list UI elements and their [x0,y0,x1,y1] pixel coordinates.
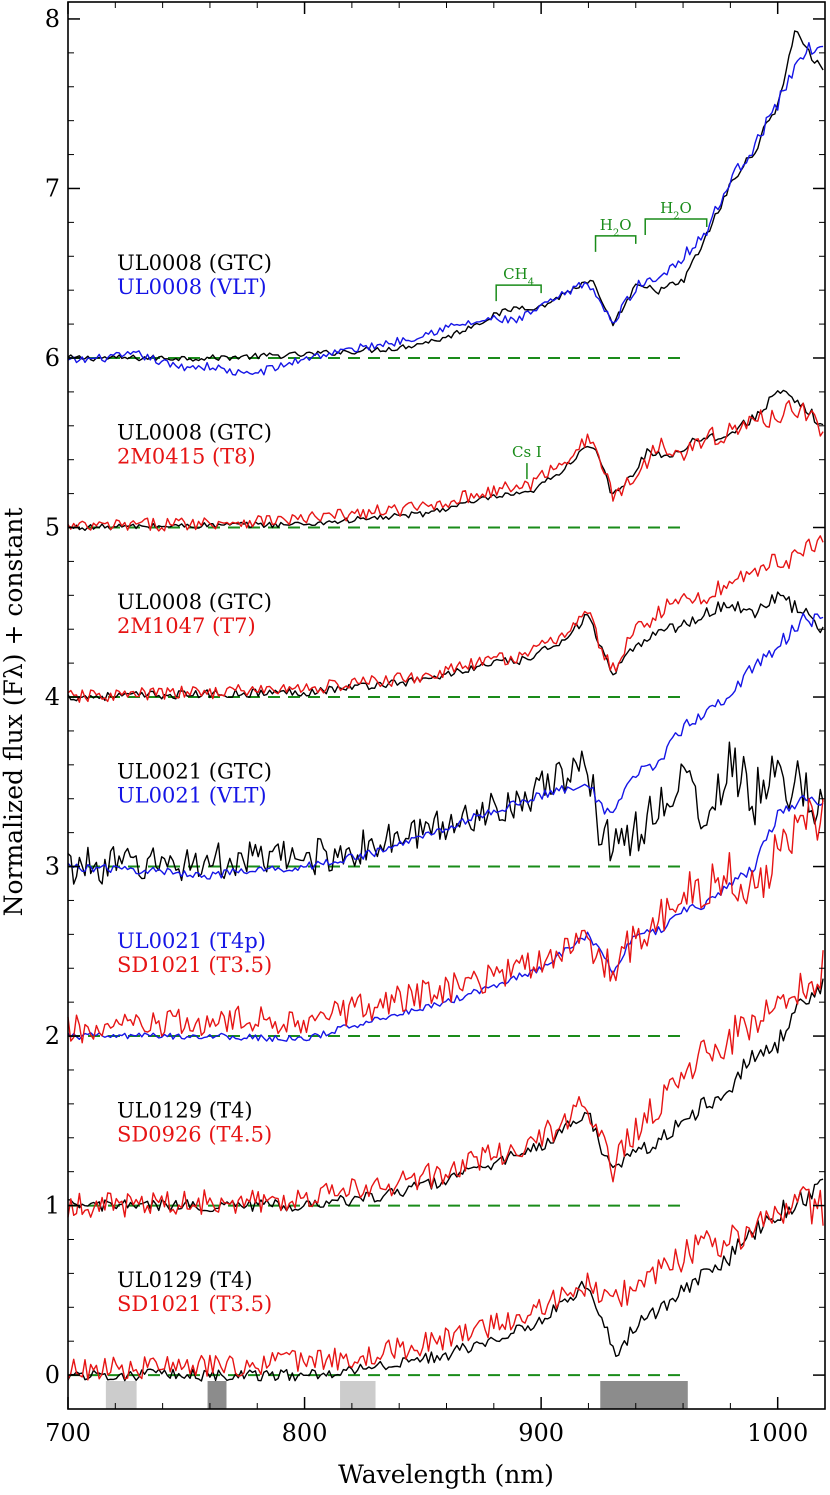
y-tick-label: 3 [45,853,60,881]
annotation-label: H2O [600,216,632,239]
y-tick-label: 5 [45,514,60,542]
annotation-label: CH4 [503,265,534,288]
annotation-bracket [594,235,637,252]
annotation-3: Cs I [512,443,542,480]
series-line-9 [67,797,824,1044]
reference-lines [68,356,688,1377]
y-tick-label: 6 [45,344,60,372]
y-tick-label: 7 [45,174,60,202]
pair-label-top: UL0021 (GTC) [117,759,272,783]
series-line-3 [67,400,824,532]
pair-label-bottom: SD1021 (T3.5) [117,1292,272,1316]
annotation-bracket [644,218,708,235]
y-tick-label: 0 [45,1361,60,1389]
series-line-8 [67,794,824,1042]
pair-label-bottom: 2M0415 (T8) [117,444,256,468]
series-line-4 [67,591,824,702]
y-tick-label: 2 [45,1022,60,1050]
telluric-band-2 [340,1381,376,1409]
x-axis-label: Wavelength (nm) [338,1460,554,1489]
y-tick-label: 1 [45,1192,60,1220]
pair-label-top: UL0008 (GTC) [117,420,272,444]
annotation-1: H2O [594,216,637,252]
series-line-2 [67,389,824,531]
annotation-2: H2O [644,199,708,235]
pair-label-bottom: UL0021 (VLT) [117,783,267,807]
pair-label-bottom: 2M1047 (T7) [117,614,256,638]
series-line-13 [67,1186,824,1381]
x-tick-label: 900 [518,1419,564,1447]
feature-annotations: CH4 H2O H2O Cs I [495,199,708,480]
pair-label-0: UL0008 (GTC)UL0008 (VLT) [117,251,272,299]
telluric-band-1 [207,1381,227,1409]
series-line-12 [67,1178,824,1382]
pair-label-top: UL0008 (GTC) [117,251,272,275]
pair-label-top: UL0129 (T4) [117,1098,253,1122]
telluric-band-0 [105,1381,137,1409]
annotation-label: H2O [660,199,692,222]
series-line-11 [67,950,824,1218]
series-line-0 [67,30,824,362]
pair-label-top: UL0008 (GTC) [117,590,272,614]
x-tick-label: 800 [282,1419,328,1447]
pair-label-6: UL0129 (T4)SD1021 (T3.5) [117,1268,272,1316]
y-axis-label: Normalized flux (Fλ) + constant [0,508,28,917]
series-line-5 [67,535,824,703]
pair-label-bottom: SD1021 (T3.5) [117,953,272,977]
pair-label-top: UL0021 (T4p) [117,929,266,953]
y-tick-label: 4 [45,683,60,711]
annotation-label: Cs I [512,443,542,461]
pair-label-bottom: SD0926 (T4.5) [117,1122,272,1146]
series-line-7 [67,612,824,880]
series-line-1 [67,42,824,376]
x-tick-label: 1000 [747,1419,808,1447]
pair-labels: UL0008 (GTC)UL0008 (VLT)UL0008 (GTC)2M04… [117,251,272,1316]
pair-label-bottom: UL0008 (VLT) [117,275,267,299]
pair-label-3: UL0021 (GTC)UL0021 (VLT) [117,759,272,807]
telluric-band-3 [600,1381,688,1409]
x-tick-label: 700 [45,1419,91,1447]
series-line-6 [67,741,824,885]
pair-label-4: UL0021 (T4p)SD1021 (T3.5) [117,929,272,977]
pair-label-5: UL0129 (T4)SD0926 (T4.5) [117,1098,272,1146]
y-tick-label: 8 [45,5,60,33]
spectrum-series [67,30,824,1382]
series-line-10 [67,978,824,1213]
pair-label-top: UL0129 (T4) [117,1268,253,1292]
telluric-bands [105,1381,688,1409]
pair-label-2: UL0008 (GTC)2M1047 (T7) [117,590,272,638]
pair-label-1: UL0008 (GTC)2M0415 (T8) [117,420,272,468]
annotation-bracket [495,284,542,302]
annotation-0: CH4 [495,265,542,302]
axis-ticks: 700 800 900 1000 0 1 2 3 4 5 6 7 8 [45,2,825,1447]
